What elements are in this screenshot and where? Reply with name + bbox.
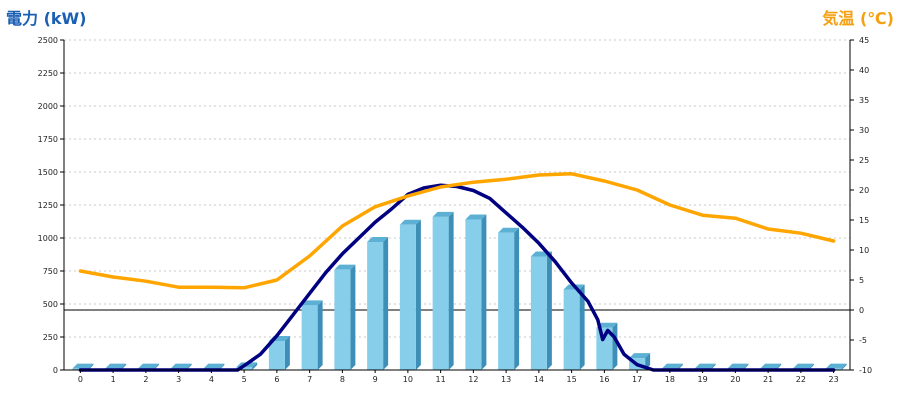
bar-face-9 [367, 242, 383, 370]
right-tick-label-4: 10 [859, 246, 869, 255]
left-tick-label-2: 500 [43, 300, 58, 309]
x-tick-label-9: 9 [373, 375, 378, 384]
right-axis-ticks: -10 -5 0 5 10 15 20 25 30 35 40 45 [850, 36, 872, 375]
bar-face-12 [465, 220, 481, 370]
x-tick-label-14: 14 [534, 375, 544, 384]
bar-face-7 [302, 305, 318, 370]
x-tick-label-18: 18 [665, 375, 675, 384]
left-tick-label-7: 1750 [38, 135, 58, 144]
x-tick-label-21: 21 [763, 375, 773, 384]
x-tick-label-22: 22 [796, 375, 806, 384]
right-tick-label-6: 20 [859, 186, 869, 195]
x-tick-label-16: 16 [599, 375, 609, 384]
bar-11 [433, 212, 454, 370]
power-bars [72, 212, 846, 370]
bar-face-10 [400, 225, 416, 370]
left-tick-label-3: 750 [43, 267, 58, 276]
bar-7 [302, 300, 323, 370]
bar-side-14 [547, 251, 552, 370]
right-tick-label-9: 35 [859, 96, 869, 105]
bar-10 [400, 220, 421, 370]
axes [64, 40, 850, 370]
bar-9 [367, 237, 388, 370]
x-tick-label-2: 2 [143, 375, 148, 384]
x-tick-label-13: 13 [501, 375, 511, 384]
x-tick-label-5: 5 [242, 375, 247, 384]
left-axis-title: 電力 (kW) [6, 9, 87, 28]
right-tick-label-5: 15 [859, 216, 869, 225]
bar-face-15 [564, 289, 580, 370]
bar-side-12 [481, 215, 486, 370]
left-tick-label-4: 1000 [38, 234, 58, 243]
left-tick-label-10: 2500 [38, 36, 58, 45]
x-tick-label-1: 1 [111, 375, 116, 384]
right-tick-label-1: -5 [859, 336, 867, 345]
bar-side-13 [514, 228, 519, 370]
x-tick-label-7: 7 [307, 375, 312, 384]
power-line [80, 185, 833, 370]
bar-13 [498, 228, 519, 370]
x-tick-label-10: 10 [403, 375, 413, 384]
gridlines [64, 40, 850, 337]
left-tick-label-8: 2000 [38, 102, 58, 111]
x-tick-label-19: 19 [698, 375, 708, 384]
right-axis-title: 気温 (℃) [822, 9, 894, 28]
bar-side-11 [449, 212, 454, 370]
left-tick-label-9: 2250 [38, 69, 58, 78]
bar-side-16 [612, 323, 617, 370]
bar-side-7 [318, 300, 323, 370]
x-tick-label-17: 17 [632, 375, 642, 384]
left-tick-label-1: 250 [43, 333, 58, 342]
bar-15 [564, 284, 585, 370]
right-tick-label-0: -10 [859, 366, 872, 375]
x-tick-label-6: 6 [274, 375, 279, 384]
x-tick-label-8: 8 [340, 375, 345, 384]
bar-8 [334, 265, 355, 370]
bar-face-13 [498, 233, 514, 370]
bar-side-6 [285, 336, 290, 370]
x-tick-label-15: 15 [567, 375, 577, 384]
x-tick-label-11: 11 [436, 375, 446, 384]
right-tick-label-3: 5 [859, 276, 864, 285]
left-axis-ticks: 0 250 500 750 1000 1250 1500 1750 2000 2250 2500 [38, 36, 64, 375]
x-tick-label-12: 12 [468, 375, 478, 384]
bar-side-10 [416, 220, 421, 370]
bar-face-6 [269, 341, 285, 370]
bar-12 [465, 215, 486, 370]
right-tick-label-11: 45 [859, 36, 869, 45]
right-tick-label-2: 0 [859, 306, 864, 315]
data-lines [80, 174, 833, 370]
left-tick-label-0: 0 [53, 366, 58, 375]
left-tick-label-5: 1250 [38, 201, 58, 210]
bar-face-8 [334, 270, 350, 370]
left-tick-label-6: 1500 [38, 168, 58, 177]
x-tick-label-23: 23 [829, 375, 839, 384]
x-tick-label-0: 0 [78, 375, 83, 384]
x-axis-ticks: 0 1 2 3 4 5 6 7 8 9 10 11 12 13 14 15 16 17 18 19 20 21 22 23 [78, 370, 839, 384]
right-tick-label-7: 25 [859, 156, 869, 165]
bar-face-11 [433, 217, 449, 370]
bar-face-14 [531, 256, 547, 370]
bar-14 [531, 251, 552, 370]
x-tick-label-4: 4 [209, 375, 214, 384]
x-tick-label-3: 3 [176, 375, 181, 384]
right-tick-label-10: 40 [859, 66, 869, 75]
bar-side-9 [383, 237, 388, 370]
x-tick-label-20: 20 [730, 375, 740, 384]
right-tick-label-8: 30 [859, 126, 869, 135]
bar-side-8 [350, 265, 355, 370]
